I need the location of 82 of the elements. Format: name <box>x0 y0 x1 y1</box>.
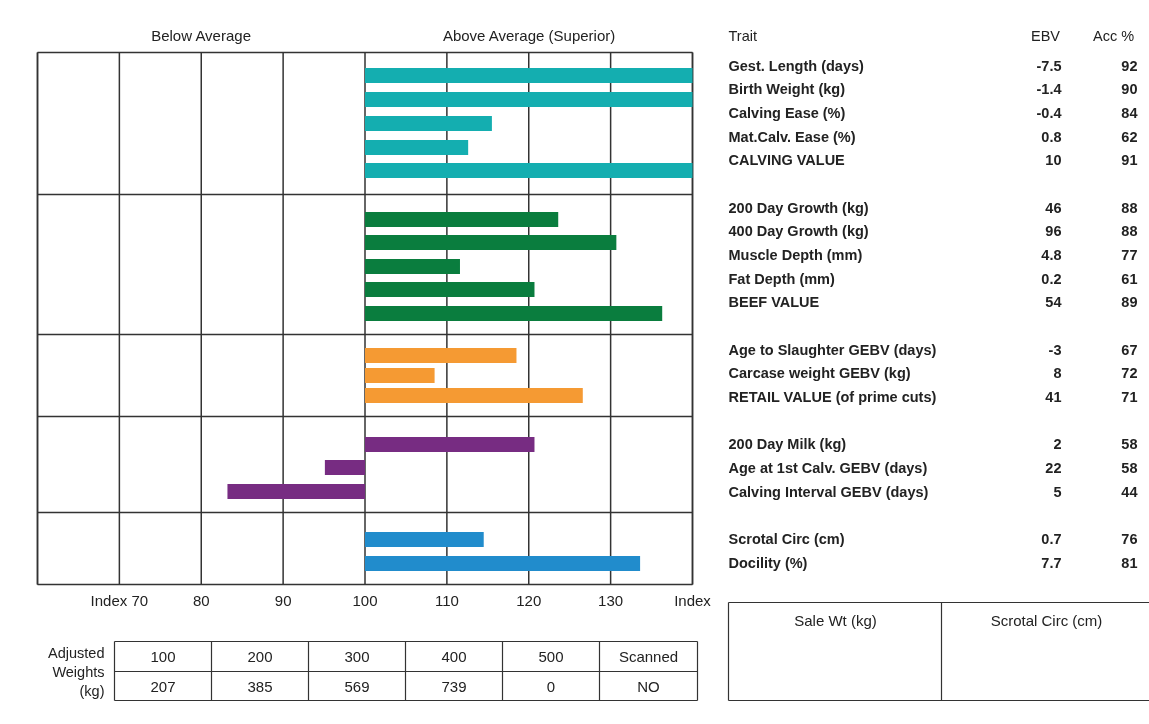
text: 10 <box>1045 151 1062 168</box>
text: Scrotal Circ (cm) <box>990 612 1103 629</box>
text: 41 <box>1045 388 1062 405</box>
text: -3 <box>1048 341 1062 358</box>
text: Adjusted Weights (kg) <box>48 644 105 699</box>
text: 500 <box>538 647 564 665</box>
y-tick-label: Birth Weight (kg) <box>728 80 846 97</box>
text: 207 <box>150 677 176 695</box>
text: 92 <box>1121 57 1138 74</box>
text: 0.7 <box>1041 530 1062 547</box>
text: 0.8 <box>1041 128 1062 145</box>
text: -7.5 <box>1036 57 1062 74</box>
x-tick-label: 100 <box>352 591 378 609</box>
x-tick-label: 90 <box>274 591 292 609</box>
y-tick-label: Muscle Depth (mm) <box>728 246 863 263</box>
y-tick-label: Calving Ease (%) <box>728 104 846 121</box>
text: 300 <box>344 647 370 665</box>
text: Acc % <box>1092 27 1135 44</box>
y-axis-title: Trait <box>728 27 757 44</box>
text: Above Average (Superior) <box>442 27 616 44</box>
y-tick-label: Gest. Length (days) <box>728 57 865 74</box>
y-tick-label: Docility (%) <box>728 554 808 571</box>
text: 77 <box>1121 246 1138 263</box>
text: -1.4 <box>1036 80 1062 97</box>
y-tick-label: Age at 1st Calv. GEBV (days) <box>728 459 928 476</box>
text: -0.4 <box>1036 104 1062 121</box>
text: 0 <box>546 677 556 695</box>
text: 7.7 <box>1041 554 1062 571</box>
y-tick-label: 200 Day Milk (kg) <box>728 435 847 452</box>
text: 5 <box>1053 483 1062 500</box>
x-tick-label: 120 <box>516 591 542 609</box>
x-tick-label: Index 70 <box>90 592 149 609</box>
text: 58 <box>1121 435 1138 452</box>
text: 89 <box>1121 293 1138 310</box>
text: 2 <box>1053 435 1062 452</box>
text: 58 <box>1121 459 1138 476</box>
text: 81 <box>1121 554 1138 571</box>
text: 100 <box>150 647 176 665</box>
x-tick-label: 80 <box>192 591 210 609</box>
text: 72 <box>1121 364 1138 381</box>
y-tick-label: 400 Day Growth (kg) <box>728 222 869 239</box>
text: Below Average <box>151 27 251 44</box>
x-tick-label: 130 <box>598 591 624 609</box>
text: NO <box>637 678 660 695</box>
text: 0.2 <box>1041 270 1062 287</box>
text: 67 <box>1121 341 1138 358</box>
text: 46 <box>1045 199 1062 216</box>
y-tick-label: Age to Slaughter GEBV (days) <box>728 341 937 358</box>
text: 400 <box>441 647 467 665</box>
x-tick-label: 110 <box>434 591 459 609</box>
y-tick-label: Mat.Calv. Ease (%) <box>728 128 856 145</box>
text: 44 <box>1121 483 1138 500</box>
text: 71 <box>1121 388 1138 405</box>
text: EBV <box>1030 27 1061 44</box>
y-tick-label: Calving Interval GEBV (days) <box>728 483 929 500</box>
text: 22 <box>1045 459 1062 476</box>
text: 54 <box>1045 293 1062 310</box>
text: 62 <box>1121 128 1138 145</box>
text: 90 <box>1121 80 1138 97</box>
x-tick-label: Index <box>674 592 712 609</box>
text: 200 <box>247 647 273 665</box>
text: 385 <box>247 677 273 695</box>
text: 76 <box>1121 530 1138 547</box>
y-tick-label: Scrotal Circ (cm) <box>728 530 845 547</box>
text: 4.8 <box>1041 246 1062 263</box>
text: Sale Wt (kg) <box>794 612 877 629</box>
text: 739 <box>441 677 467 695</box>
text: 61 <box>1121 270 1138 287</box>
text: 569 <box>344 677 370 695</box>
text: 88 <box>1121 199 1138 216</box>
text: Scanned <box>618 648 679 665</box>
text: 96 <box>1045 222 1062 239</box>
y-tick-label: RETAIL VALUE (of prime cuts) <box>728 388 937 405</box>
text: 88 <box>1121 222 1138 239</box>
text: 8 <box>1053 364 1062 381</box>
y-tick-label: BEEF VALUE <box>728 293 820 310</box>
y-tick-label: 200 Day Growth (kg) <box>728 199 869 216</box>
text: 84 <box>1121 104 1138 121</box>
y-tick-label: CALVING VALUE <box>728 151 846 168</box>
y-tick-label: Carcase weight GEBV (kg) <box>728 364 911 381</box>
y-tick-label: Fat Depth (mm) <box>728 270 835 287</box>
text: 91 <box>1121 151 1138 168</box>
